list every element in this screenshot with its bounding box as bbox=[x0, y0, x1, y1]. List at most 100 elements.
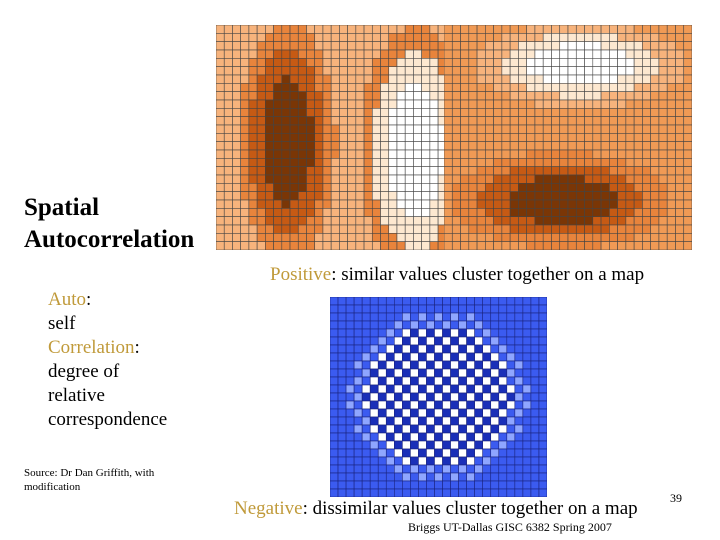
grid-cell bbox=[474, 328, 484, 338]
grid-cell bbox=[330, 233, 340, 242]
grid-cell bbox=[429, 149, 439, 159]
grid-cell bbox=[404, 149, 414, 159]
grid-cell bbox=[584, 183, 594, 192]
grid-cell bbox=[522, 408, 532, 418]
grid-cell bbox=[330, 141, 340, 151]
grid-cell bbox=[451, 58, 461, 67]
grid-cell bbox=[522, 480, 532, 490]
grid-cell bbox=[361, 408, 371, 418]
grid-cell bbox=[658, 116, 668, 126]
grid-cell bbox=[394, 336, 403, 346]
grid-cell bbox=[394, 384, 403, 394]
grid-cell bbox=[442, 384, 451, 394]
grid-cell bbox=[522, 392, 532, 402]
grid-cell bbox=[426, 297, 435, 306]
grid-cell bbox=[458, 368, 467, 378]
grid-cell bbox=[314, 166, 324, 176]
grid-cell bbox=[542, 25, 552, 34]
grid-cell bbox=[410, 352, 419, 362]
grid-cell bbox=[522, 360, 532, 370]
grid-cell bbox=[426, 392, 435, 402]
grid-cell bbox=[434, 456, 443, 466]
grid-cell bbox=[240, 66, 250, 76]
grid-cell bbox=[347, 241, 357, 250]
grid-cell bbox=[232, 58, 241, 67]
grid-cell bbox=[273, 199, 283, 209]
grid-cell bbox=[371, 233, 381, 242]
grid-cell bbox=[584, 124, 594, 134]
grid-cell bbox=[460, 158, 470, 167]
grid-cell bbox=[522, 456, 532, 466]
grid-cell bbox=[371, 41, 381, 51]
grid-cell bbox=[330, 448, 339, 458]
grid-cell bbox=[413, 66, 422, 76]
grid-cell bbox=[592, 25, 602, 34]
grid-cell bbox=[355, 199, 365, 209]
grid-cell bbox=[377, 400, 387, 410]
grid-cell bbox=[526, 166, 536, 176]
grid-cell bbox=[458, 480, 467, 490]
grid-cell bbox=[380, 224, 390, 234]
grid-cell bbox=[509, 25, 519, 34]
grid-cell bbox=[380, 149, 390, 159]
grid-cell bbox=[371, 216, 381, 226]
grid-cell bbox=[567, 58, 577, 67]
grid-cell bbox=[385, 384, 395, 394]
grid-cell bbox=[240, 166, 250, 176]
grid-cell bbox=[345, 408, 355, 418]
grid-cell bbox=[592, 199, 602, 209]
grid-cell bbox=[592, 208, 602, 217]
grid-cell bbox=[273, 49, 283, 59]
grid-cell bbox=[450, 344, 459, 354]
grid-cell bbox=[322, 191, 332, 201]
grid-cell bbox=[609, 116, 618, 126]
grid-cell bbox=[347, 183, 357, 192]
grid-cell bbox=[675, 149, 685, 159]
grid-cell bbox=[337, 488, 347, 497]
grid-cell bbox=[265, 41, 274, 51]
grid-cell bbox=[355, 141, 365, 151]
grid-cell bbox=[559, 224, 569, 234]
grid-cell bbox=[289, 108, 299, 117]
grid-cell bbox=[442, 448, 451, 458]
grid-cell bbox=[353, 424, 363, 434]
grid-cell bbox=[633, 33, 643, 42]
grid-cell bbox=[466, 360, 475, 370]
grid-cell bbox=[518, 233, 527, 242]
grid-cell bbox=[506, 320, 516, 330]
grid-cell bbox=[330, 241, 340, 250]
grid-cell bbox=[306, 49, 316, 59]
grid-cell bbox=[434, 360, 443, 370]
grid-cell bbox=[385, 297, 395, 306]
grid-cell bbox=[306, 174, 316, 184]
grid-cell bbox=[442, 408, 451, 418]
grid-cell bbox=[592, 216, 602, 226]
grid-cell bbox=[451, 241, 461, 250]
grid-cell bbox=[642, 141, 651, 151]
grid-cell bbox=[567, 191, 577, 201]
grid-cell bbox=[509, 241, 519, 250]
grid-cell bbox=[485, 199, 494, 209]
grid-cell bbox=[396, 199, 406, 209]
grid-cell bbox=[534, 74, 544, 84]
grid-cell bbox=[418, 297, 427, 306]
grid-cell bbox=[514, 448, 524, 458]
grid-cell bbox=[609, 133, 618, 142]
grid-cell bbox=[658, 183, 668, 192]
grid-cell bbox=[559, 49, 569, 59]
grid-cell bbox=[444, 124, 453, 134]
grid-cell bbox=[442, 312, 451, 322]
grid-cell bbox=[534, 141, 544, 151]
grid-cell bbox=[458, 384, 467, 394]
grid-cell bbox=[444, 83, 453, 92]
grid-cell bbox=[297, 83, 307, 92]
grid-cell bbox=[650, 99, 660, 109]
grid-cell bbox=[493, 58, 503, 67]
grid-cell bbox=[466, 312, 475, 322]
grid-cell bbox=[451, 174, 461, 184]
grid-cell bbox=[450, 328, 459, 338]
grid-cell bbox=[450, 416, 459, 426]
grid-cell bbox=[314, 124, 324, 134]
grid-cell bbox=[609, 241, 618, 250]
grid-cell bbox=[658, 149, 668, 159]
